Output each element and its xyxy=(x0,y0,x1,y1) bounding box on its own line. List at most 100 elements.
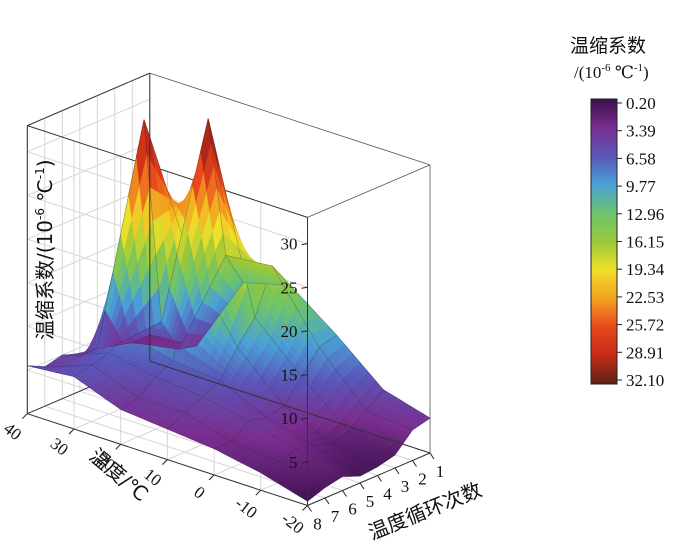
surface-patch xyxy=(90,362,103,371)
x-tick-mark xyxy=(162,459,168,465)
surface-patch xyxy=(27,365,39,368)
surface-patch xyxy=(294,448,308,454)
surface-patch xyxy=(225,254,238,262)
x-tick-mark xyxy=(68,428,75,435)
z-tick-mark xyxy=(301,417,308,420)
surface-patch xyxy=(248,419,261,426)
y-tick-label: 4 xyxy=(383,485,392,504)
surface-patch xyxy=(365,406,377,414)
z-tick-label: 25 xyxy=(281,278,298,297)
x-tick-mark xyxy=(302,505,308,511)
surface-patch xyxy=(219,374,231,387)
surface-patch xyxy=(43,364,57,368)
box-edge xyxy=(149,72,431,166)
surface-patch xyxy=(254,308,266,328)
y-tick-label: 6 xyxy=(348,500,357,519)
box-edge xyxy=(307,164,431,218)
y-tick-mark xyxy=(429,452,435,460)
grid-line xyxy=(27,142,150,196)
z-tick-mark xyxy=(301,374,308,377)
surface-patch xyxy=(213,447,226,454)
surface-patch xyxy=(318,344,331,358)
surface-patch xyxy=(312,445,325,452)
y-tick-label: 3 xyxy=(401,477,410,496)
colorbar-tick-label: 9.77 xyxy=(626,177,656,196)
z-axis-title: 温缩系数/(10-6 ℃-1) xyxy=(33,159,57,340)
colorbar-tick-label: 16.15 xyxy=(626,233,664,252)
x-tick-label: 30 xyxy=(47,434,72,459)
colorbar-gradient xyxy=(590,98,618,385)
x-tick-mark xyxy=(21,413,28,420)
surface-patch xyxy=(207,118,220,170)
surface-patch xyxy=(62,354,74,356)
box-edge xyxy=(307,452,431,506)
z-tick-label: 5 xyxy=(289,453,298,472)
surface-patch xyxy=(277,458,290,466)
colorbar-tick-label: 0.20 xyxy=(626,94,656,113)
z-tick-label: 20 xyxy=(281,322,298,341)
surface-patch xyxy=(231,437,243,445)
y-tick-mark xyxy=(324,497,330,505)
surface-patch xyxy=(155,373,167,381)
colorbar-ticks: 0.20 3.39 6.58 9.77 12.96 16.15 19.34 22.53 25.7… xyxy=(617,94,665,390)
surface-patch xyxy=(201,393,214,401)
y-tick-mark xyxy=(342,490,347,497)
y-tick-label: 8 xyxy=(313,515,322,534)
y-tick-mark xyxy=(307,505,312,512)
x-tick-mark xyxy=(255,489,262,496)
colorbar: 温缩系数 /(10-6 ℃-1) 0.20 3.39 6.58 9.77 12.96 16… xyxy=(570,35,665,390)
box-edge xyxy=(27,72,150,127)
box-edge xyxy=(149,360,431,454)
z-tick-mark xyxy=(301,286,308,289)
z-tick-label: 15 xyxy=(281,366,298,385)
surface-patch xyxy=(108,349,121,358)
x-tick-mark xyxy=(208,474,215,481)
surface-patch xyxy=(161,286,173,327)
surface-mesh-cell xyxy=(365,389,431,431)
colorbar-tick-label: 19.34 xyxy=(626,260,665,279)
surface-patch xyxy=(137,393,150,401)
y-tick-label: 5 xyxy=(366,492,375,511)
surface-patch xyxy=(114,341,127,346)
y-tick-mark xyxy=(412,460,417,467)
surface-patch xyxy=(178,333,191,350)
surface-patch xyxy=(266,415,278,423)
plot-box-front xyxy=(149,72,431,506)
y-tick-mark xyxy=(359,482,365,490)
z-tick-mark xyxy=(301,330,308,333)
z-tick-label: 10 xyxy=(281,409,298,428)
x-tick-label: 0 xyxy=(190,482,208,502)
surface-patch xyxy=(131,340,145,344)
surface-patch xyxy=(79,345,91,357)
box-edge xyxy=(27,125,308,218)
colorbar-tick-label: 22.53 xyxy=(626,288,664,307)
y-tick-label: 2 xyxy=(418,470,427,489)
surface-patch xyxy=(184,409,197,418)
surface-patch xyxy=(96,309,109,350)
y-tick-label: 7 xyxy=(331,507,340,526)
y-tick-mark xyxy=(377,475,382,482)
colorbar-tick-label: 12.96 xyxy=(626,205,664,224)
colorbar-title: 温缩系数 xyxy=(570,35,646,57)
surface-patch xyxy=(120,407,133,414)
colorbar-tick-label: 25.72 xyxy=(626,316,664,335)
surface-mesh xyxy=(27,118,431,502)
surface-patch xyxy=(260,470,273,478)
x-tick-label: -20 xyxy=(278,509,308,538)
surface-patch xyxy=(347,427,360,436)
surface-patch xyxy=(272,265,284,283)
x-tick-mark xyxy=(115,443,122,450)
grid-line xyxy=(27,98,150,153)
surface-patch xyxy=(330,440,343,448)
y-tick-label: 1 xyxy=(436,462,445,481)
surface-patch xyxy=(73,374,86,383)
colorbar-tick-label: 3.39 xyxy=(626,122,656,141)
surface-patch xyxy=(166,425,179,433)
z-tick-mark xyxy=(301,461,308,464)
colorbar-tick-label: 28.91 xyxy=(626,343,664,362)
x-tick-label: 40 xyxy=(0,419,25,444)
surface-patch xyxy=(237,341,249,358)
colorbar-tick-label: 32.10 xyxy=(626,371,664,390)
colorbar-tick-label: 6.58 xyxy=(626,149,656,168)
